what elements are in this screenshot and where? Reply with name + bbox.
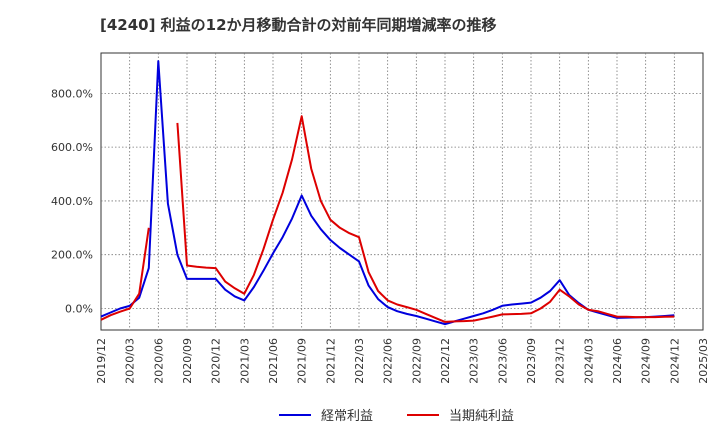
x-tick-label: 2020/12 [210,338,223,384]
x-tick-label: 2023/03 [468,338,481,384]
x-tick-label: 2022/09 [410,338,423,384]
x-tick-label: 2021/09 [296,338,309,384]
x-tick-label: 2025/03 [697,338,710,384]
legend-label-net-profit: 当期純利益 [449,409,514,424]
grid [101,53,703,330]
x-tick-label: 2024/03 [582,338,595,384]
x-tick-label: 2022/12 [439,338,452,384]
y-axis: 0.0% 200.0% 400.0% 600.0% 800.0% [51,87,93,315]
x-tick-label: 2023/09 [525,338,538,384]
legend: 経常利益 当期純利益 [279,409,514,424]
x-tick-label: 2021/12 [324,338,337,384]
x-tick-label: 2020/03 [124,338,137,384]
series-line-net-profit [176,115,675,323]
legend-label-ordinary-profit: 経常利益 [321,409,373,424]
series-group [100,60,675,326]
x-axis: 2019/12 2020/03 2020/06 2020/09 2020/12 2021/… [95,338,710,384]
x-tick-label: 2024/06 [611,338,624,384]
chart-title: [4240] 利益の12か月移動合計の対前年同期増減率の推移 [100,16,497,34]
plot-area [100,52,704,331]
x-tick-label: 2024/12 [668,338,681,384]
y-tick-label: 800.0% [51,87,93,100]
x-tick-label: 2022/06 [382,338,395,384]
x-tick-label: 2024/09 [640,338,653,384]
series-line-net-profit [100,227,150,321]
y-tick-label: 200.0% [51,249,93,262]
x-tick-label: 2019/12 [95,338,108,384]
y-tick-label: 600.0% [51,141,93,154]
x-tick-label: 2020/09 [181,338,194,384]
x-tick-label: 2021/03 [238,338,251,384]
x-tick-label: 2023/12 [554,338,567,384]
x-tick-label: 2022/03 [353,338,366,384]
x-tick-label: 2023/06 [496,338,509,384]
y-tick-label: 400.0% [51,195,93,208]
x-tick-label: 2020/06 [152,338,165,384]
y-tick-label: 0.0% [65,302,93,315]
series-line-ordinary-profit [100,60,675,326]
x-tick-label: 2021/06 [267,338,280,384]
